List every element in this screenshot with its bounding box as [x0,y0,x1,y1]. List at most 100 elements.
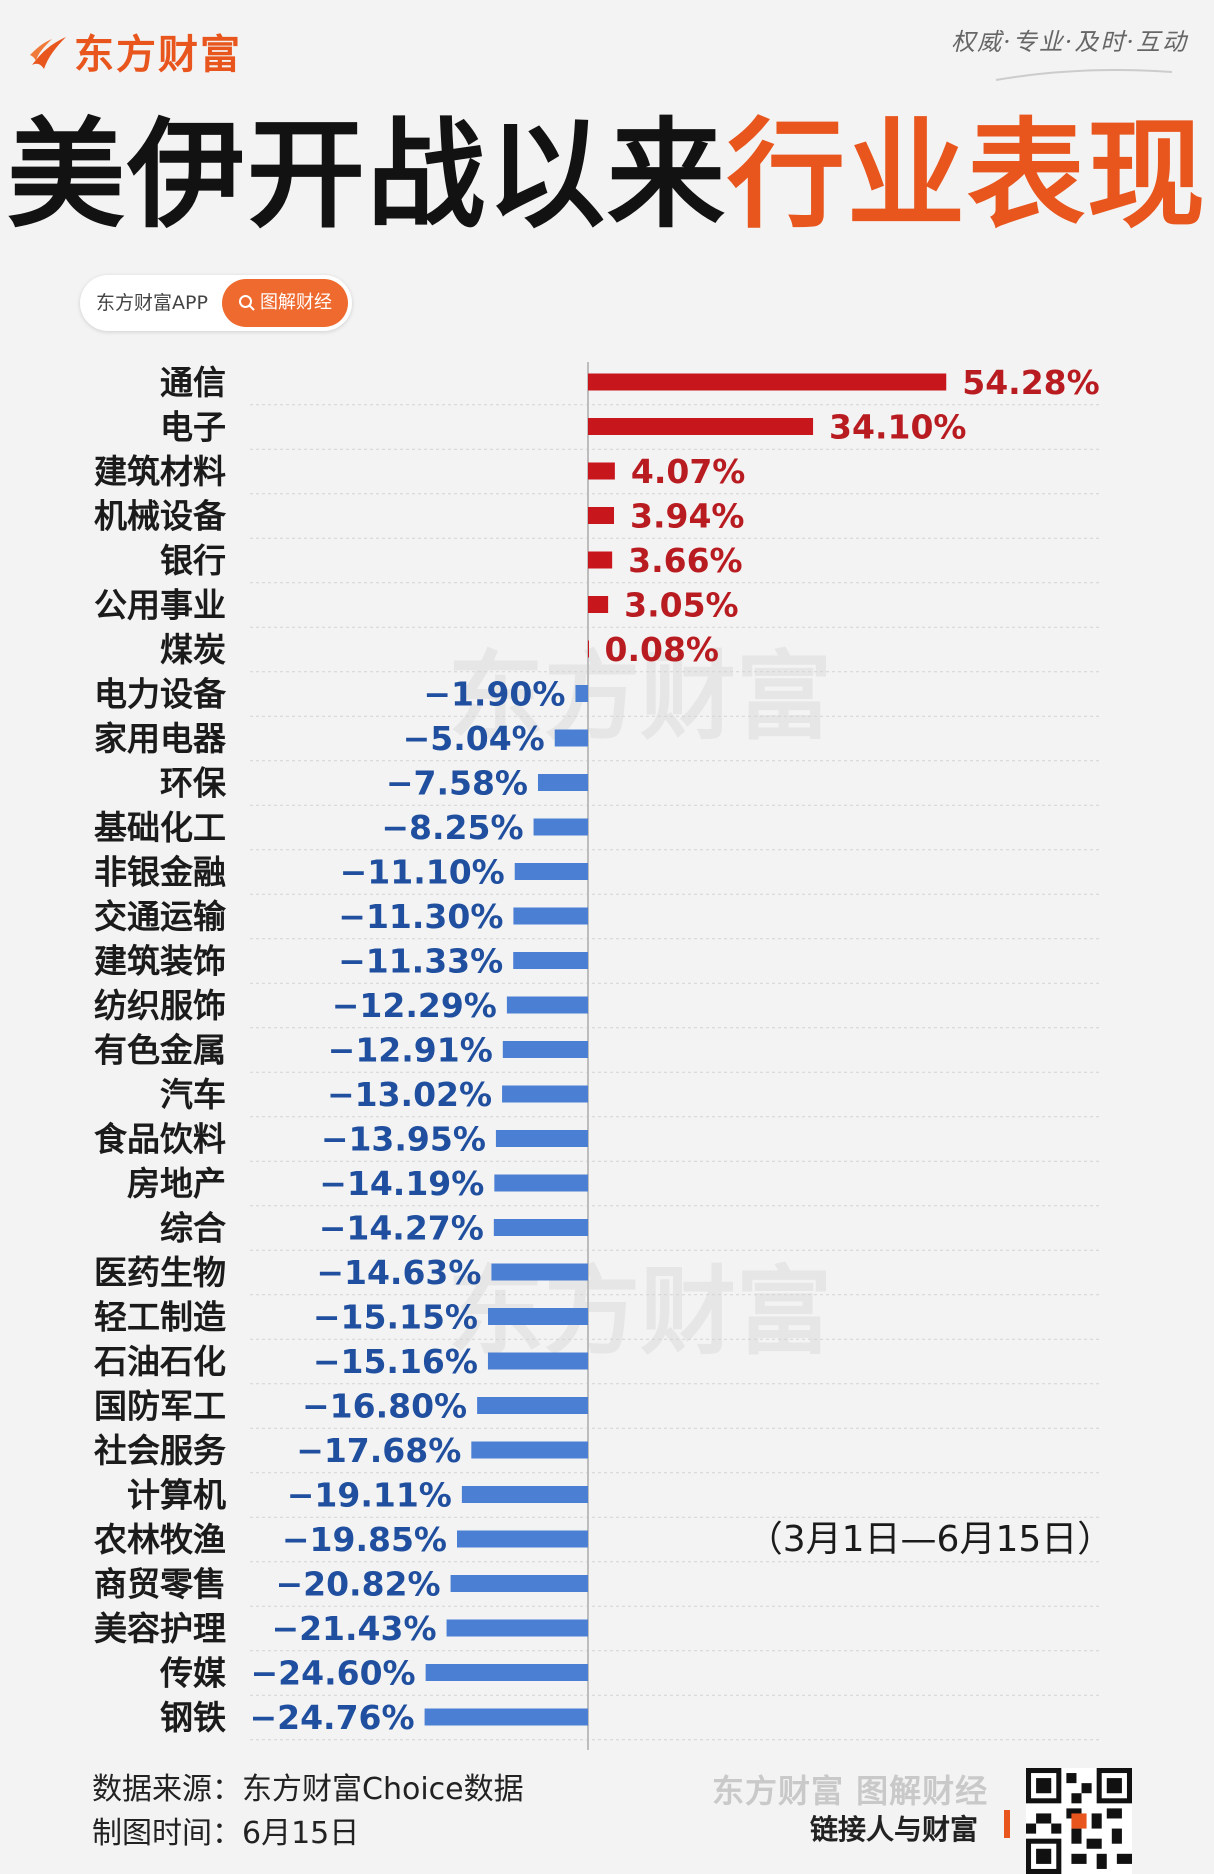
data-label: −11.30% [338,897,503,936]
bar [456,1530,588,1548]
category-label: 电力设备 [94,675,227,714]
title-orange: 行业表现 [727,106,1208,244]
data-label: −21.43% [271,1609,436,1648]
bar [513,952,588,969]
search-app-label: 东方财富APP [96,292,208,314]
data-label: 34.10% [829,408,966,447]
data-label: −19.11% [287,1476,452,1515]
bar [502,1041,588,1058]
data-label: −15.16% [313,1342,478,1381]
data-label: −15.15% [313,1298,478,1337]
brand-name: 东方财富 [74,32,242,78]
category-label: 汽车 [160,1075,226,1114]
data-label: −13.95% [321,1120,486,1159]
bar [502,1085,588,1103]
bar [506,996,588,1014]
data-label: −14.27% [319,1209,484,1248]
data-label: −14.63% [316,1253,481,1292]
data-label: −12.29% [332,986,497,1025]
bar [494,1174,588,1192]
bar [425,1664,588,1681]
bar [514,863,588,880]
category-label: 非银金融 [94,853,226,892]
bar [588,418,814,435]
category-label: 农林牧渔 [94,1520,226,1559]
bar [533,818,588,836]
data-label: −8.25% [381,808,523,847]
title-black: 美伊开战以来 [6,106,727,244]
category-label: 电子 [160,408,226,447]
bar [554,729,588,747]
search-button-label: 图解财经 [260,292,332,313]
bar [461,1486,588,1503]
search-pill[interactable]: 东方财富APP 图解财经 [80,275,352,331]
data-label: 4.07% [631,452,746,491]
date-range-annotation: （3月1日—6月15日） [747,1519,1114,1560]
motto-swoosh [995,69,1173,81]
category-label: 基础化工 [94,808,226,847]
category-label: 家用电器 [94,719,227,758]
category-label: 钢铁 [160,1698,226,1737]
category-label: 有色金属 [94,1031,226,1070]
category-label: 建筑材料 [94,452,226,491]
data-label: 3.94% [630,497,745,536]
qr-code-icon [1026,1768,1132,1874]
category-label: 石油石化 [93,1342,226,1381]
bar [588,462,615,480]
flame-logo-icon [30,37,66,69]
category-label: 社会服务 [94,1431,226,1470]
data-label: 0.08% [605,630,720,669]
data-label: −14.19% [319,1164,484,1203]
category-label: 医药生物 [94,1253,226,1292]
footer-source-block: 数据来源：东方财富Choice数据 制图时间：6月15日 [92,1768,524,1856]
footer-slogan: 链接人与财富 [810,1813,979,1846]
bar [488,1308,588,1325]
footer-brand: 东方财富 图解财经 [712,1772,989,1810]
category-label: 环保 [160,764,227,803]
category-label: 综合 [160,1209,226,1248]
page-title: 美伊开战以来行业表现 [0,116,1214,234]
bar [424,1708,588,1726]
chart-time: 制图时间：6月15日 [92,1816,360,1851]
category-label: 交通运输 [94,897,227,936]
data-label: 3.05% [624,586,739,625]
category-label: 计算机 [127,1476,226,1515]
slogan-accent-bar [1004,1810,1010,1838]
category-label: 机械设备 [94,497,227,536]
watermark-text: 东方财富 [448,641,832,753]
data-source: 数据来源：东方财富Choice数据 [92,1772,524,1807]
data-label: 3.66% [628,541,743,580]
data-label: −5.04% [403,719,545,758]
category-label: 通信 [160,363,226,402]
bar [487,1352,588,1370]
category-label: 国防军工 [94,1387,226,1426]
category-label: 轻工制造 [94,1298,226,1337]
data-label: −19.85% [282,1520,447,1559]
bar [491,1263,588,1281]
bar [588,373,947,391]
data-label: 54.28% [962,363,1099,402]
data-label: −16.80% [302,1387,467,1426]
data-label: −20.82% [275,1565,440,1604]
category-label: 房地产 [127,1164,226,1203]
data-label: −17.68% [296,1431,461,1470]
search-button[interactable]: 图解财经 [222,279,348,327]
category-label: 银行 [160,541,226,580]
data-label: −7.58% [386,764,528,803]
data-label: −11.33% [338,942,503,981]
category-label: 商贸零售 [94,1565,226,1604]
category-label: 煤炭 [160,630,226,669]
bar [588,640,589,658]
bar [495,1130,588,1147]
data-label: −13.02% [327,1075,492,1114]
data-label: −24.60% [251,1654,416,1693]
bar [588,551,613,569]
bar [575,685,588,702]
bar [471,1441,588,1459]
category-label: 纺织服饰 [94,986,226,1025]
brand-logo: 东方财富 [26,22,242,80]
bar [493,1219,588,1236]
category-label: 公用事业 [94,586,226,625]
data-label: −24.76% [249,1698,414,1737]
